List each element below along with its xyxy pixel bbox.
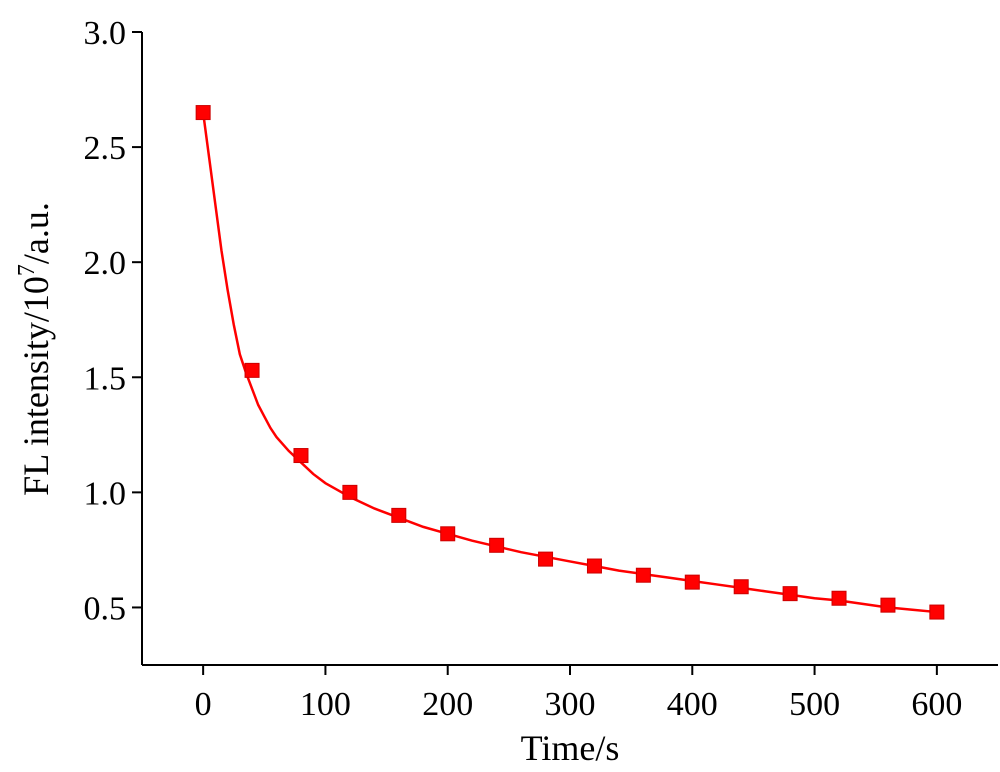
data-point [684,574,700,590]
fit-curve [201,112,937,614]
y-ticks: 0.5 1.0 1.5 2.0 2.5 3.0 [84,15,142,627]
data-markers [195,105,945,620]
data-point [782,586,798,602]
y-axis-title-prefix: FL intensity/10 [16,276,56,496]
y-axis-title-suffix: /a.u. [16,202,56,264]
y-tick-label: 1.5 [84,360,127,397]
y-axis-title: FL intensity/107/a.u. [14,202,56,496]
x-axis-title: Time/s [521,728,620,768]
x-tick-label: 0 [195,686,212,723]
data-point [244,362,260,378]
y-tick-label: 2.0 [84,245,127,282]
data-point [293,448,309,464]
y-tick-label: 1.0 [84,475,127,512]
axes [141,32,998,666]
y-tick-label: 3.0 [84,15,127,52]
data-point [391,507,407,523]
data-point [538,551,554,567]
data-point [586,558,602,574]
data-point [880,597,896,613]
x-tick-label: 300 [545,686,596,723]
data-point [489,537,505,553]
fit-curve-group [201,112,937,614]
x-tick-label: 200 [422,686,473,723]
x-tick-label: 500 [789,686,840,723]
data-point [929,604,945,620]
y-tick-label: 0.5 [84,590,127,627]
x-tick-label: 100 [300,686,351,723]
data-point [831,590,847,606]
data-point [733,579,749,595]
x-ticks: 0 100 200 300 400 500 600 [195,665,962,723]
y-tick-label: 2.5 [84,130,127,167]
y-axis-title-superscript: 7 [14,264,40,276]
x-tick-label: 400 [667,686,718,723]
data-point [635,567,651,583]
x-tick-label: 600 [911,686,962,723]
data-point [342,484,358,500]
data-point [195,105,211,121]
data-point [440,526,456,542]
